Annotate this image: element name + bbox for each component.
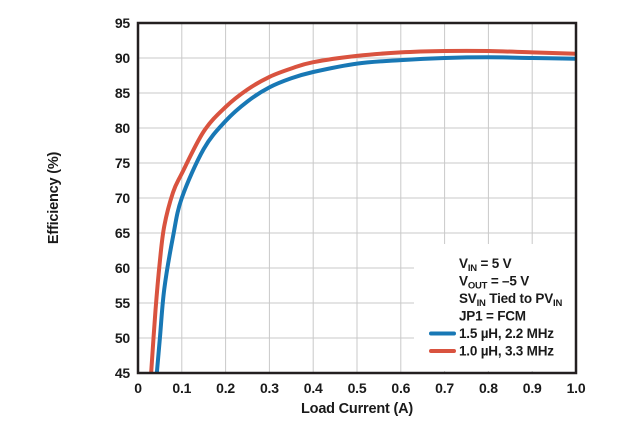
x-tick-label: 0.1 xyxy=(172,380,191,396)
series-curve xyxy=(149,48,576,373)
plot-frame xyxy=(136,21,578,375)
y-tick-label: 50 xyxy=(115,330,131,346)
x-tick-label: 0.3 xyxy=(260,380,279,396)
x-tick-label: 0.6 xyxy=(391,380,410,396)
series-curve xyxy=(154,55,576,373)
legend-annotation-text: JP1 = FCM xyxy=(459,309,526,324)
y-tick-label: 95 xyxy=(115,15,131,31)
x-tick-label: 0.7 xyxy=(435,380,454,396)
y-tick-label: 80 xyxy=(115,120,131,136)
x-tick-label: 0 xyxy=(134,380,142,396)
grid-layer xyxy=(138,23,576,373)
x-tick-label: 0.2 xyxy=(216,380,235,396)
legend-annotation-text: VIN = 5 V xyxy=(459,256,512,274)
y-tick-label: 85 xyxy=(115,85,131,101)
x-tick-label: 1.0 xyxy=(567,380,586,396)
x-axis-title: Load Current (A) xyxy=(301,401,413,417)
y-tick-label: 45 xyxy=(115,365,131,381)
y-tick-label: 55 xyxy=(115,295,131,311)
x-tick-labels: 0 0.1 0.2 0.3 0.4 0.5 0.6 0.7 0.8 0.9 1.0 xyxy=(134,380,586,396)
y-tick-label: 60 xyxy=(115,260,131,276)
x-tick-label: 0.8 xyxy=(479,380,498,396)
y-tick-label: 75 xyxy=(115,155,131,171)
y-tick-label: 90 xyxy=(115,50,131,66)
curve-layer xyxy=(149,48,576,373)
legend-annotation-text: VOUT = –5 V xyxy=(459,274,529,292)
x-tick-label: 0.4 xyxy=(304,380,323,396)
legend-annotation-text: 1.5 µH, 2.2 MHz xyxy=(459,326,554,341)
x-tick-label: 0.9 xyxy=(523,380,542,396)
y-tick-label: 70 xyxy=(115,190,131,206)
y-tick-label: 65 xyxy=(115,225,131,241)
legend-annotation-text: SVIN Tied to PVIN xyxy=(459,291,562,309)
x-tick-label: 0.5 xyxy=(348,380,367,396)
y-axis-title: Efficiency (%) xyxy=(46,151,62,244)
y-tick-labels: 45 50 55 60 65 70 75 80 85 90 95 xyxy=(115,15,131,381)
legend-annotation-text: 1.0 µH, 3.3 MHz xyxy=(459,344,554,359)
